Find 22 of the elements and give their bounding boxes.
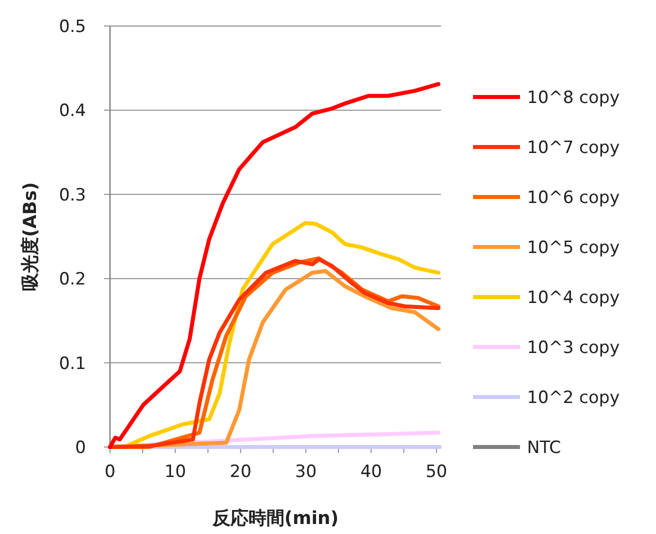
y-tick-label: 0.5 — [58, 17, 86, 37]
legend-label: 10^8 copy — [527, 88, 620, 108]
legend-label: NTC — [527, 438, 561, 458]
legend-label: 10^7 copy — [527, 138, 620, 158]
y-tick-label: 0.3 — [58, 185, 86, 206]
legend-label: 10^2 copy — [527, 388, 620, 408]
legend-label: 10^6 copy — [527, 188, 620, 208]
x-tick-label: 20 — [230, 462, 252, 482]
x-tick-label: 10 — [164, 462, 186, 482]
x-tick-label: 0 — [104, 462, 116, 482]
legend-label: 10^5 copy — [527, 238, 620, 258]
y-axis-title: 吸光度(ABs) — [20, 182, 41, 291]
legend-label: 10^3 copy — [527, 338, 620, 358]
y-tick-label: 0 — [75, 438, 86, 458]
y-tick-label: 0.4 — [58, 101, 86, 122]
y-tick-label: 0.2 — [58, 270, 86, 290]
x-tick-label: 50 — [426, 462, 448, 482]
x-tick-label: 30 — [295, 462, 317, 482]
x-axis-title: 反応時間(min) — [211, 508, 339, 529]
x-tick-label: 40 — [360, 462, 382, 482]
y-tick-label: 0.1 — [58, 354, 86, 374]
legend-label: 10^4 copy — [527, 288, 620, 308]
